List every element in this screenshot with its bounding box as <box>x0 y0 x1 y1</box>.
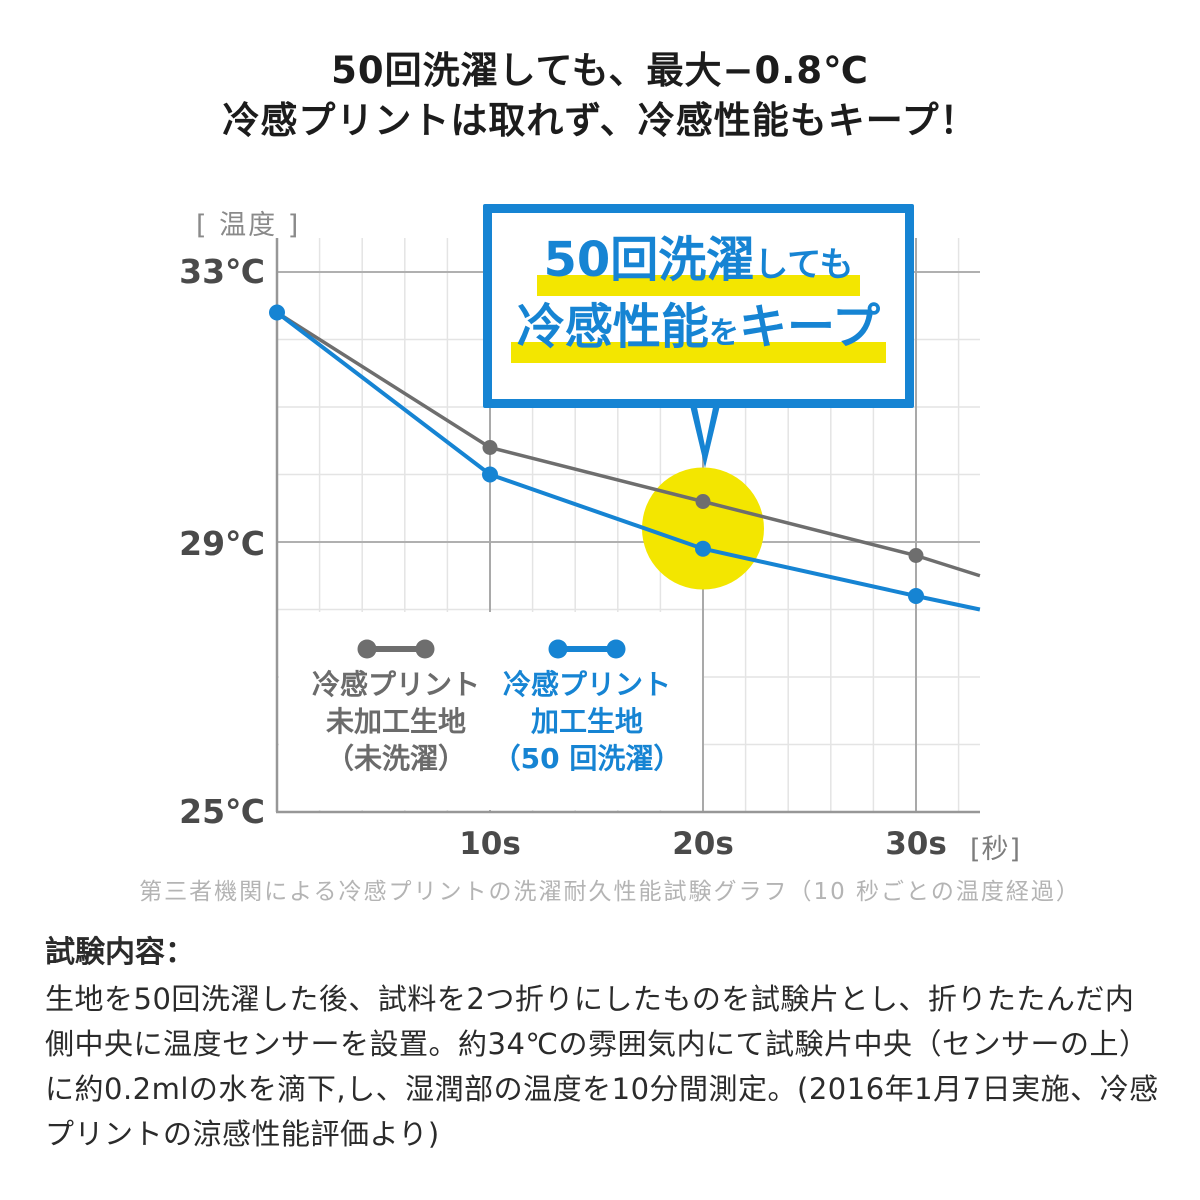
page-title: 50回洗濯しても、最大−0.8℃ 冷感プリントは取れず、冷感性能もキープ！ <box>0 46 1200 146</box>
callout-text-small: しても <box>754 245 854 285</box>
legend-label-line: 冷感プリント <box>502 668 671 701</box>
x-tick-30s: 30s <box>885 826 947 862</box>
callout-text-big: 50回洗濯 <box>543 232 755 288</box>
callout-bubble: 50回洗濯しても 冷感性能をキープ <box>483 204 914 408</box>
callout-text-big: 冷感性能 <box>516 299 709 355</box>
page-title-line2: 冷感プリントは取れず、冷感性能もキープ！ <box>222 99 978 142</box>
legend-label-line: 加工生地 <box>530 705 643 738</box>
legend-label-line: （未洗濯） <box>325 742 466 775</box>
legend-item-processed: 冷感プリント 加工生地 （50 回洗濯） <box>492 638 682 777</box>
legend-marker-blue-icon <box>548 639 626 659</box>
callout-line1: 50回洗濯しても <box>537 232 860 299</box>
callout-text-big: キープ <box>738 299 881 355</box>
test-details-body: 生地を50回洗濯した後、試料を2つ折りにしたものを試験片とし、折りたたんだ内側中… <box>45 982 1159 1151</box>
legend-marker-gray-icon <box>357 639 435 659</box>
y-tick-25: 25℃ <box>179 792 265 831</box>
test-details-section: 試験内容： 生地を50回洗濯した後、試料を2つ折りにしたものを試験片とし、折りた… <box>45 929 1163 1157</box>
legend-label-line: （50 回洗濯） <box>492 742 682 775</box>
legend-label-line: 冷感プリント <box>311 668 480 701</box>
x-tick-20s: 20s <box>672 826 734 862</box>
y-tick-29: 29℃ <box>179 524 265 563</box>
y-axis-unit-label: [ 温度 ] <box>196 210 301 241</box>
x-axis-unit-label: [秒] <box>970 834 1022 865</box>
legend-label-line: 未加工生地 <box>325 705 466 738</box>
chart-caption: 第三者機関による冷感プリントの洗濯耐久性能試験グラフ（10 秒ごとの温度経過） <box>139 879 1081 905</box>
legend-item-unprocessed: 冷感プリント 未加工生地 （未洗濯） <box>301 638 491 777</box>
x-tick-10s: 10s <box>459 826 521 862</box>
yellow-highlight-bar <box>537 275 860 296</box>
callout-line2: 冷感性能をキープ <box>510 299 887 366</box>
page-title-line1: 50回洗濯しても、最大−0.8℃ <box>331 49 869 92</box>
y-tick-33: 33℃ <box>179 252 265 291</box>
yellow-highlight-bar <box>510 342 887 363</box>
callout-text-small: を <box>708 316 739 351</box>
test-details-heading: 試験内容： <box>45 935 195 970</box>
